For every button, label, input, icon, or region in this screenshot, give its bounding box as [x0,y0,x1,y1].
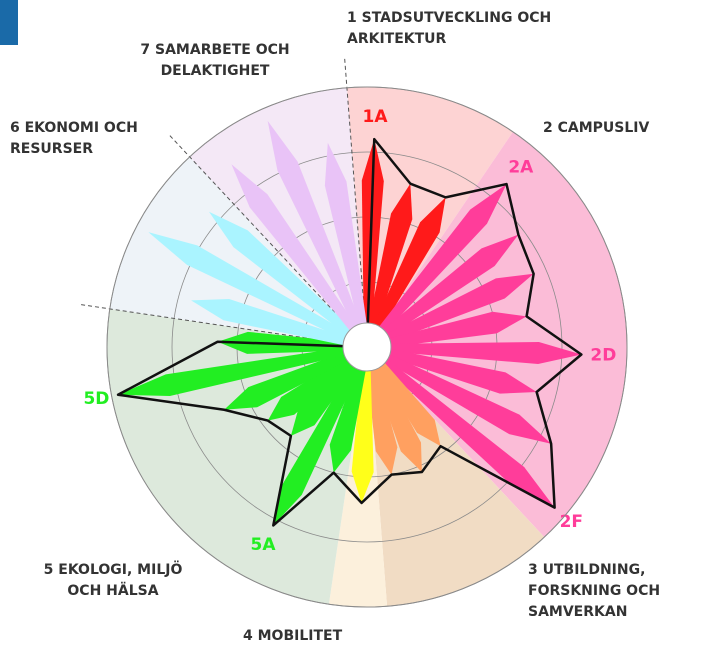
spike [366,341,582,364]
spike-label: 2A [508,157,534,177]
spike [191,299,368,350]
sector-label: 3 UTBILDNING, FORSKNING OCH SAMVERKAN [528,562,661,620]
spike [329,346,370,473]
spike [267,120,370,349]
spike-label: 1A [363,107,389,127]
spike [361,139,384,348]
spike-label: 2D [590,345,616,365]
spike [231,164,370,349]
outline [116,137,583,527]
center-hole [342,322,392,372]
spike [365,234,519,350]
spike [364,183,413,348]
spike [365,273,534,350]
spike [224,344,369,410]
sector-label: 2 CAMPUSLIV [543,120,650,136]
grid-ring [171,151,563,543]
spike [351,346,374,503]
spike [118,344,368,397]
sector-label: 4 MOBILITET [243,628,343,644]
spike [209,211,369,350]
spike-label: 5D [83,389,109,409]
sector-label: 1 STADSUTVECKLING OCH ARKITEKTUR [347,10,552,47]
spike [364,345,422,472]
sector-background [367,131,628,538]
spike [290,345,370,436]
outer-ring [106,86,628,608]
spike [364,345,441,447]
spike [324,142,370,348]
spike [148,232,369,350]
spike-label: 2F [560,512,583,532]
spike [365,344,552,444]
spike-label: 5A [251,535,277,555]
spike [217,331,368,354]
spike [364,184,507,349]
sector-label: 7 SAMARBETE OCH DELAKTIGHET [140,42,290,79]
spike [364,197,446,349]
spike [273,345,370,526]
spike [366,311,527,350]
sector-label: 5 EKOLOGI, MILJÖ OCH HÄLSA [43,562,183,599]
spike [267,344,369,421]
spike [364,346,398,475]
sector-label: 6 EKONOMI OCH RESURSER [10,120,138,157]
spike [366,344,537,394]
spike [365,344,555,508]
corner-tab [0,0,18,45]
